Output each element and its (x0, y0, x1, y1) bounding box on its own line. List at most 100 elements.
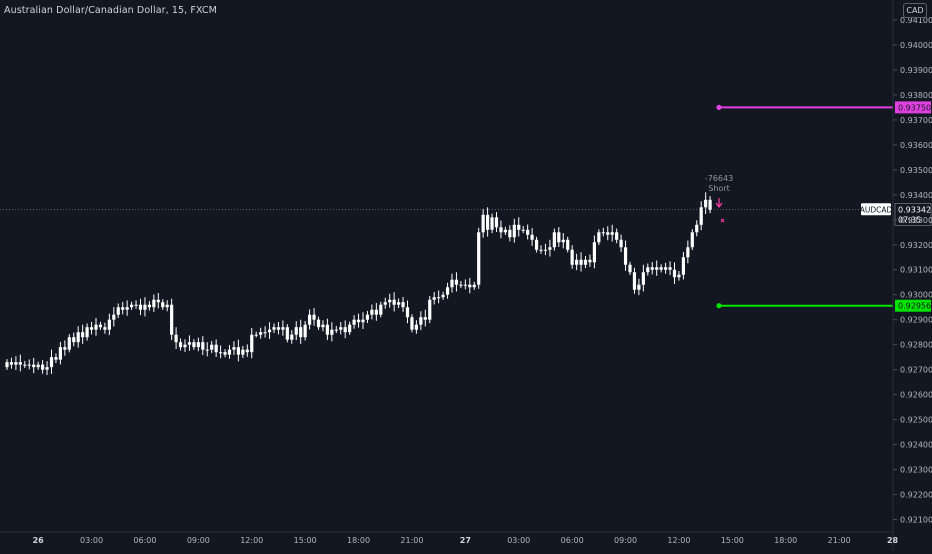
y-tick-label: 0.93600 (900, 141, 932, 150)
y-tick-label: 0.92600 (900, 391, 932, 400)
candle-body (121, 307, 125, 310)
candle-body (530, 234, 534, 240)
candle-body (192, 342, 196, 348)
candle-body (27, 364, 31, 366)
candle-body (36, 364, 40, 368)
y-tick-label: 0.93400 (900, 191, 932, 200)
x-tick-label: 03:00 (80, 536, 103, 545)
candle-body (592, 242, 596, 263)
candle-body (401, 302, 405, 308)
candle-body (637, 284, 641, 290)
candle-body (89, 327, 94, 330)
candle-body (316, 319, 321, 328)
countdown-label: 07:35 (898, 215, 921, 224)
candle-body (543, 249, 548, 251)
candle-body (138, 304, 143, 310)
candle-body (690, 232, 694, 248)
candle-body (494, 217, 499, 228)
stop-loss-price-tag (895, 299, 931, 312)
x-tick-label: 06:00 (133, 536, 156, 545)
candle-body (170, 304, 174, 335)
candle-body (205, 349, 209, 351)
candle-body (308, 314, 312, 325)
candle-body (161, 302, 165, 308)
candle-body (623, 247, 628, 265)
candle-body (330, 329, 334, 335)
candle-body (445, 287, 450, 295)
candle-body (112, 314, 116, 320)
candle-body (454, 279, 459, 285)
x-tick-label: 09:00 (614, 536, 637, 545)
y-tick-label: 0.94100 (900, 16, 932, 25)
candle-body (343, 327, 347, 333)
candle-body (325, 324, 329, 335)
candle-body (437, 297, 441, 299)
candle-body (646, 267, 650, 273)
candle-body (526, 229, 530, 235)
candle-body (534, 239, 539, 250)
candle-body (664, 267, 668, 270)
candle-body (81, 332, 85, 338)
candle-body (76, 332, 80, 343)
candle-body (463, 284, 467, 286)
last-price-label: 0.93342 (898, 205, 931, 214)
candle-body (370, 309, 374, 315)
candle-body (615, 232, 619, 240)
x-tick-label: 21:00 (828, 536, 851, 545)
candle-body (459, 284, 463, 286)
candle-body (227, 349, 232, 355)
candle-body (285, 327, 289, 340)
candle-body (85, 327, 89, 338)
candle-body (312, 314, 316, 320)
candle-body (339, 327, 343, 330)
candle-body (49, 357, 54, 368)
y-tick-label: 0.92900 (900, 316, 932, 325)
currency-button[interactable]: CAD (903, 3, 927, 18)
candle-body (583, 259, 588, 265)
candle-body (619, 239, 623, 248)
candle-body (570, 249, 574, 265)
candle-body (472, 284, 476, 288)
candle-body (708, 199, 712, 210)
candle-body (214, 344, 218, 353)
candle-body (601, 232, 605, 234)
candle-body (521, 229, 525, 231)
candle-body (655, 267, 659, 270)
candle-body (503, 229, 507, 233)
candle-body (481, 214, 485, 233)
signal-value-label: -76643 (705, 174, 733, 183)
y-tick-label: 0.92100 (900, 516, 932, 525)
candle-body (299, 327, 303, 338)
candle-body (575, 259, 579, 265)
candle-body (561, 239, 565, 243)
candle-body (468, 284, 472, 288)
candle-body (628, 264, 632, 273)
candle-body (695, 224, 699, 233)
candle-body (152, 299, 156, 308)
candle-body (54, 357, 58, 360)
candle-body (681, 257, 685, 275)
x-tick-label: 27 (460, 536, 471, 545)
take-profit-price-label: 0.93750 (898, 103, 931, 112)
candle-body (130, 304, 134, 308)
candle-body (352, 319, 356, 325)
candle-body (32, 364, 36, 368)
candle-body (183, 344, 187, 348)
candle-body (321, 324, 325, 328)
candle-body (210, 344, 214, 350)
candle-body (232, 347, 236, 350)
candle-body (98, 324, 103, 328)
candle-body (67, 337, 71, 350)
candle-body (236, 347, 240, 355)
candle-body (147, 304, 151, 308)
candle-body (672, 269, 677, 278)
candle-body (281, 327, 285, 330)
x-tick-label: 21:00 (400, 536, 423, 545)
candle-body (397, 302, 401, 305)
candle-body (18, 362, 22, 365)
x-tick-label: 12:00 (667, 536, 690, 545)
candle-body (641, 272, 645, 285)
candles (5, 192, 712, 376)
